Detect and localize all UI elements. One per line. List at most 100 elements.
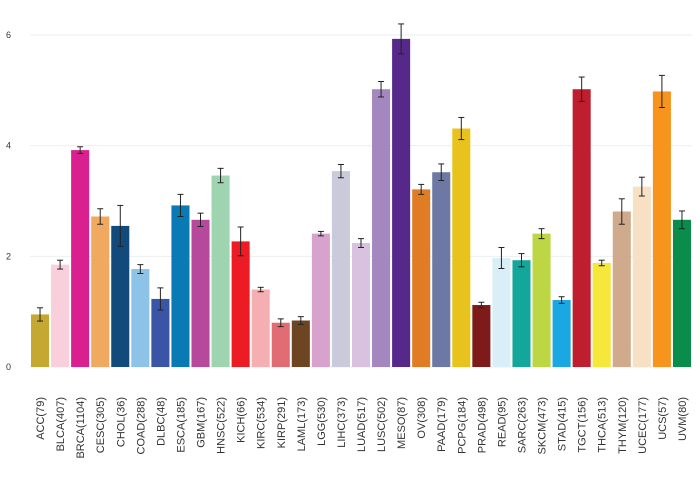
x-tick-label: PCPG(184) bbox=[456, 397, 468, 454]
x-tick-label: SARC(263) bbox=[516, 397, 528, 453]
x-tick-label: KIRP(291) bbox=[276, 397, 288, 448]
bar bbox=[351, 243, 371, 367]
error-bar bbox=[658, 74, 665, 108]
x-tick-label: KIRC(534) bbox=[256, 397, 268, 449]
error-bar bbox=[598, 259, 605, 267]
x-tick-label: LGG(530) bbox=[316, 397, 328, 446]
bar bbox=[71, 150, 90, 367]
error-bar bbox=[638, 176, 645, 197]
x-tick-label: LUAD(517) bbox=[356, 397, 368, 452]
error-bar bbox=[297, 316, 304, 325]
error-bar bbox=[558, 296, 565, 304]
x-tick-label: READ(95) bbox=[496, 397, 508, 447]
error-bar bbox=[678, 210, 685, 230]
bar bbox=[271, 322, 290, 367]
error-bar bbox=[478, 301, 485, 309]
y-tick-label: 0 bbox=[6, 362, 11, 372]
x-tick-label: STAD(415) bbox=[557, 397, 569, 451]
error-bar bbox=[237, 226, 244, 257]
x-tick-label: UVM(80) bbox=[677, 397, 689, 441]
bar bbox=[251, 289, 270, 367]
error-bar bbox=[117, 204, 124, 247]
y-axis-ticks: 0 2 4 6 bbox=[6, 30, 11, 372]
bar bbox=[51, 264, 70, 367]
error-bar bbox=[257, 286, 264, 293]
x-tick-label: SKCM(473) bbox=[537, 397, 549, 454]
bar bbox=[91, 216, 110, 367]
error-bar bbox=[518, 253, 525, 268]
bar bbox=[532, 233, 551, 367]
bars bbox=[31, 38, 691, 368]
x-tick-label: THCA(513) bbox=[597, 397, 609, 453]
error-bar bbox=[538, 228, 545, 240]
bar bbox=[632, 186, 651, 367]
error-bar bbox=[498, 246, 505, 270]
x-tick-label: LAML(173) bbox=[296, 397, 308, 451]
error-bar bbox=[77, 146, 84, 154]
bar bbox=[392, 38, 411, 368]
error-bar bbox=[157, 287, 164, 311]
x-tick-label: BLCA(407) bbox=[55, 397, 67, 451]
x-tick-label: PRAD(498) bbox=[476, 397, 488, 453]
x-tick-label: UCS(57) bbox=[657, 397, 669, 440]
bar bbox=[472, 305, 491, 367]
x-tick-label: BRCA(1104) bbox=[75, 397, 87, 459]
error-bars bbox=[37, 23, 685, 328]
error-bar bbox=[277, 318, 284, 328]
x-tick-label: DLBC(48) bbox=[155, 397, 167, 446]
x-tick-label: OV(308) bbox=[416, 397, 428, 439]
bar bbox=[512, 260, 531, 367]
x-tick-label: KICH(66) bbox=[236, 397, 248, 443]
bar bbox=[311, 233, 330, 367]
x-tick-label: MESO(87) bbox=[396, 397, 408, 449]
bar bbox=[552, 300, 571, 367]
error-bar bbox=[618, 198, 625, 225]
bar bbox=[372, 89, 391, 367]
error-bar bbox=[458, 116, 465, 141]
error-bar bbox=[578, 76, 585, 102]
bar bbox=[432, 172, 451, 367]
x-tick-label: COAD(288) bbox=[135, 397, 147, 454]
error-bar bbox=[317, 230, 324, 237]
bar bbox=[672, 219, 691, 367]
error-bar bbox=[217, 167, 224, 184]
y-tick-label: 4 bbox=[6, 141, 11, 151]
bar bbox=[31, 314, 50, 367]
bar bbox=[331, 171, 350, 367]
x-tick-label: CESC(305) bbox=[95, 397, 107, 453]
bar bbox=[592, 262, 611, 367]
bar bbox=[612, 211, 631, 367]
bar bbox=[111, 225, 130, 367]
bar bbox=[211, 175, 230, 367]
bar bbox=[452, 128, 471, 367]
bar bbox=[291, 320, 310, 367]
bar bbox=[231, 241, 250, 367]
error-bar bbox=[37, 307, 44, 322]
x-tick-label: ESCA(185) bbox=[175, 397, 187, 453]
bar bbox=[191, 219, 210, 367]
x-tick-label: CHOL(36) bbox=[115, 397, 127, 447]
x-tick-label: HNSC(522) bbox=[216, 397, 228, 454]
error-bar bbox=[57, 259, 64, 270]
error-bar bbox=[197, 212, 204, 227]
bar bbox=[131, 269, 150, 367]
x-tick-label: GBM(167) bbox=[196, 397, 208, 448]
y-tick-label: 6 bbox=[6, 30, 11, 40]
x-tick-label: PAAD(179) bbox=[436, 397, 448, 452]
error-bar bbox=[137, 264, 144, 274]
error-bar bbox=[337, 163, 344, 179]
error-bar bbox=[358, 238, 364, 248]
error-bar bbox=[438, 163, 445, 182]
error-bar bbox=[177, 193, 184, 217]
bar bbox=[572, 89, 591, 367]
error-bar bbox=[97, 208, 104, 225]
bar bbox=[151, 298, 170, 367]
x-axis-labels: ACC(79) BLCA(407) BRCA(1104) CESC(305) CHOL(… bbox=[35, 397, 689, 459]
error-bar bbox=[418, 183, 425, 195]
x-tick-label: ACC(79) bbox=[35, 397, 47, 440]
x-tick-label: UCEC(177) bbox=[637, 397, 649, 454]
error-bar bbox=[398, 23, 405, 55]
bar bbox=[652, 91, 671, 367]
x-tick-label: LUSC(502) bbox=[376, 397, 388, 452]
